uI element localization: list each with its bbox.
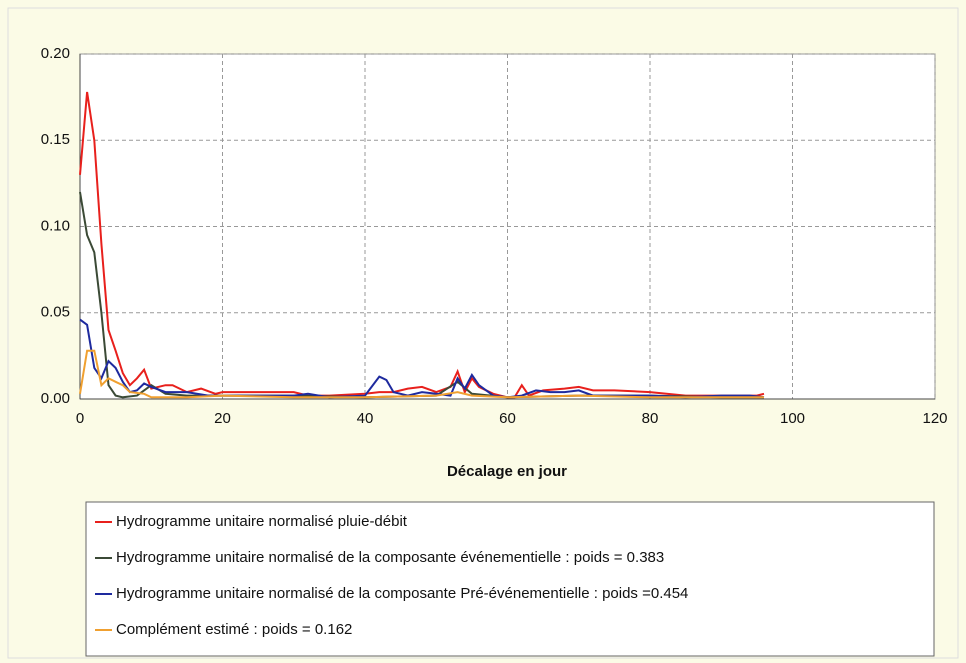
y-tick-label: 0.20 — [41, 45, 70, 62]
legend-label: Hydrogramme unitaire normalisé de la com… — [116, 549, 664, 566]
x-tick-label: 60 — [499, 410, 516, 427]
x-tick-label: 80 — [642, 410, 659, 427]
legend-label: Complément estimé : poids = 0.162 — [116, 621, 352, 638]
y-tick-label: 0.15 — [41, 131, 70, 148]
legend-label: Hydrogramme unitaire normalisé de la com… — [116, 585, 688, 602]
x-tick-label: 20 — [214, 410, 231, 427]
x-axis-label: Décalage en jour — [447, 463, 567, 480]
x-tick-label: 0 — [76, 410, 84, 427]
y-tick-label: 0.10 — [41, 217, 70, 234]
x-tick-label: 40 — [357, 410, 374, 427]
x-tick-label: 100 — [780, 410, 805, 427]
legend-label: Hydrogramme unitaire normalisé pluie-déb… — [116, 513, 408, 530]
legend — [85, 501, 935, 657]
x-tick-label: 120 — [922, 410, 947, 427]
series-line — [79, 349, 764, 399]
y-tick-label: 0.00 — [41, 390, 70, 407]
y-tick-label: 0.05 — [41, 304, 70, 321]
